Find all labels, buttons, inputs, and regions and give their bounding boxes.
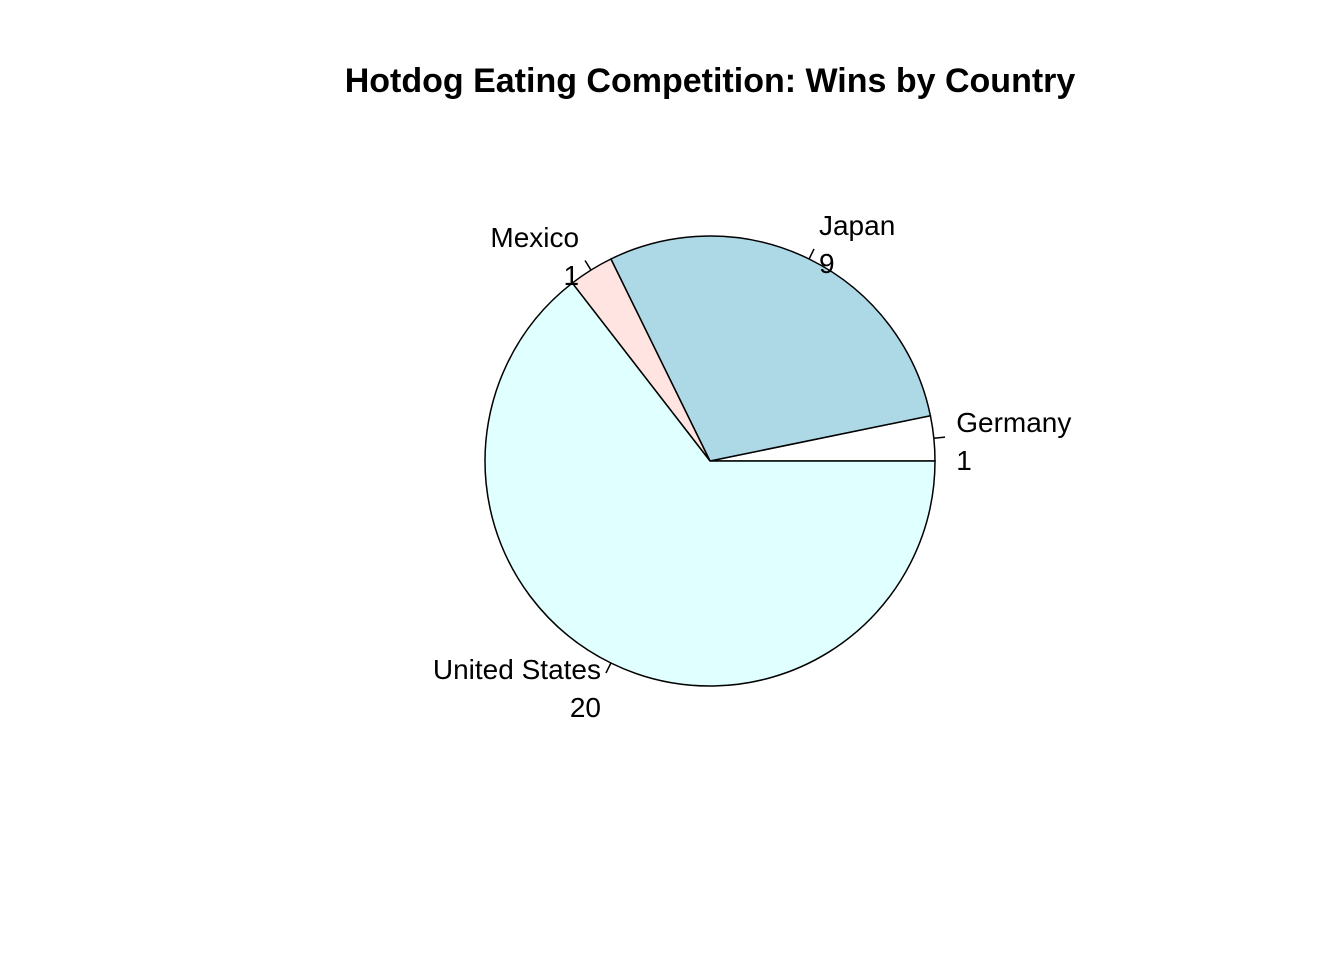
pie-tick-japan xyxy=(808,248,815,260)
pie-slice-united-states xyxy=(484,282,936,687)
pie-tick-united-states xyxy=(605,662,612,674)
pie-label-germany: Germany 1 xyxy=(956,407,1071,476)
pie-label-name-japan: Japan xyxy=(819,210,895,241)
pie-labels: Germany 1 Japan 9 Mexico 1 United States 20 xyxy=(433,210,1071,723)
pie-slices xyxy=(484,235,936,687)
pie-label-name-germany: Germany xyxy=(956,407,1071,438)
pie-label-mexico: Mexico 1 xyxy=(490,222,579,291)
pie-label-value-mexico: 1 xyxy=(564,260,580,291)
pie-label-value-united-states: 20 xyxy=(570,692,601,723)
pie-label-value-germany: 1 xyxy=(956,445,972,476)
pie-label-united-states: United States 20 xyxy=(433,654,601,723)
pie-label-value-japan: 9 xyxy=(819,248,835,279)
pie-label-japan: Japan 9 xyxy=(819,210,895,279)
chart-title: Hotdog Eating Competition: Wins by Count… xyxy=(345,62,1076,100)
pie-label-name-mexico: Mexico xyxy=(490,222,579,253)
pie-tick-germany xyxy=(933,436,946,439)
pie-label-name-united-states: United States xyxy=(433,654,601,685)
pie-tick-mexico xyxy=(584,260,592,271)
pie-slice-japan xyxy=(609,235,932,462)
